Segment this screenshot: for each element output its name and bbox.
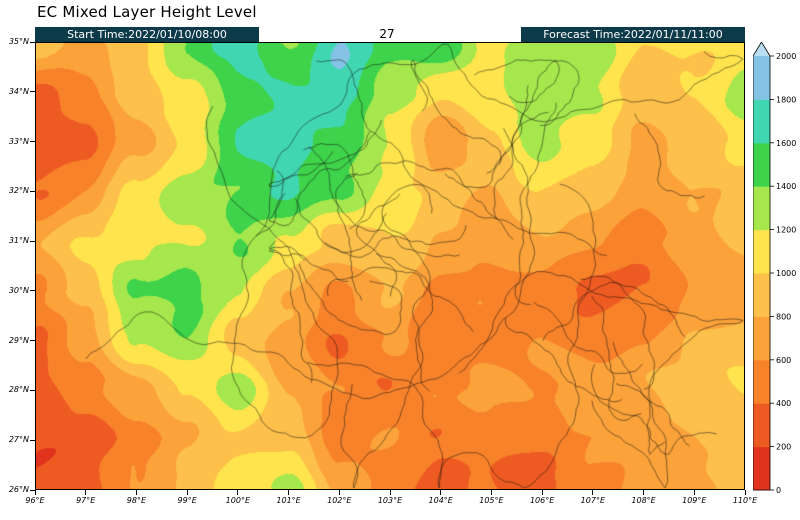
contour-field-canvas [35,42,745,490]
colorbar: 0 200 400 600 800 1000 1200 1400 1600 1800 2000 [753,42,796,495]
colorbar-extend-arrow [753,42,770,56]
colorbar-tick-label: 1800 [776,95,796,104]
x-tick-label: 101°E [276,496,301,505]
colorbar-band [753,229,770,274]
x-axis-tick [643,490,645,495]
x-tick-label: 102°E [327,496,352,505]
y-tick-label: 26°N [8,485,29,494]
x-axis-tick [490,490,492,495]
x-tick-label: 106°E [529,496,555,505]
x-axis-tick [288,490,290,495]
colorbar-band [753,446,770,491]
colorbar-band [753,186,770,231]
y-axis-tick [30,489,35,491]
x-tick-label: 97°E [76,496,96,505]
colorbar-tick-label: 200 [776,443,791,452]
x-axis-tick [237,490,239,495]
colorbar-band [753,403,770,448]
y-axis-tick [30,290,35,292]
x-axis-tick [338,490,340,495]
colorbar-tick-label: 2000 [776,52,796,61]
x-axis-tick [592,490,594,495]
y-axis-tick [30,439,35,441]
y-tick-label: 29°N [8,335,29,345]
y-axis-tick [30,91,35,93]
x-axis-tick [693,490,695,495]
x-axis-tick [440,490,442,495]
x-tick-label: 110°E [732,496,758,505]
x-tick-label: 103°E [377,496,403,505]
y-tick-label: 34°N [8,86,29,96]
x-tick-label: 109°E [682,496,707,505]
colorbar-tick-label: 1400 [776,182,796,191]
start-time-label: Start Time:2022/01/10/08:00 [35,27,259,42]
colorbar-tick-label: 1200 [776,226,796,235]
y-axis-tick [30,41,35,43]
x-axis-tick [541,490,543,495]
x-axis-tick [135,490,137,495]
y-tick-label: 27°N [8,435,29,445]
colorbar-tick-label: 1600 [776,139,796,148]
colorbar-band [753,273,770,317]
forecast-time-label: Forecast Time:2022/01/11/11:00 [521,27,745,42]
x-tick-label: 107°E [580,496,605,505]
x-tick-label: 99°E [177,496,197,505]
x-axis-tick [34,490,36,495]
colorbar-tick-label: 600 [776,356,791,365]
y-axis-tick [30,340,35,342]
x-axis-tick [744,490,746,495]
colorbar-tick-label: 1000 [776,269,796,278]
colorbar-tick-label: 800 [776,312,791,321]
chart-title: EC Mixed Layer Height Level [37,3,257,21]
forecast-step-label: 27 [379,27,395,41]
colorbar-tick-label: 0 [776,486,781,495]
colorbar-tick-label: 400 [776,399,791,408]
y-tick-label: 32°N [8,186,29,196]
x-tick-label: 105°E [479,496,504,505]
x-axis-tick [389,490,391,495]
x-tick-label: 100°E [225,496,250,505]
x-tick-label: 108°E [631,496,656,505]
colorbar-band [753,316,770,361]
colorbar-band [753,359,770,404]
colorbar-band [753,56,770,100]
x-tick-label: 96°E [25,496,45,505]
y-axis-tick [30,141,35,143]
x-tick-label: 98°E [126,496,147,505]
y-tick-label: 30°N [8,285,29,295]
x-axis-tick [85,490,87,495]
colorbar-outline [753,42,771,491]
colorbar-band [753,99,770,144]
x-axis-tick [186,490,188,495]
y-tick-label: 28°N [8,385,29,395]
y-tick-label: 35°N [8,37,29,46]
colorbar-band [753,142,770,187]
y-axis-tick [30,190,35,192]
y-axis-tick [30,389,35,391]
y-tick-label: 33°N [8,136,29,146]
x-tick-label: 104°E [428,496,453,505]
y-tick-label: 31°N [8,236,29,246]
y-axis-tick [30,240,35,242]
